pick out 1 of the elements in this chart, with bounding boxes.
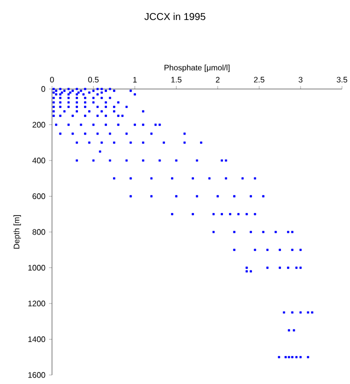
chart-title: JCCX in 1995 <box>144 12 206 20</box>
